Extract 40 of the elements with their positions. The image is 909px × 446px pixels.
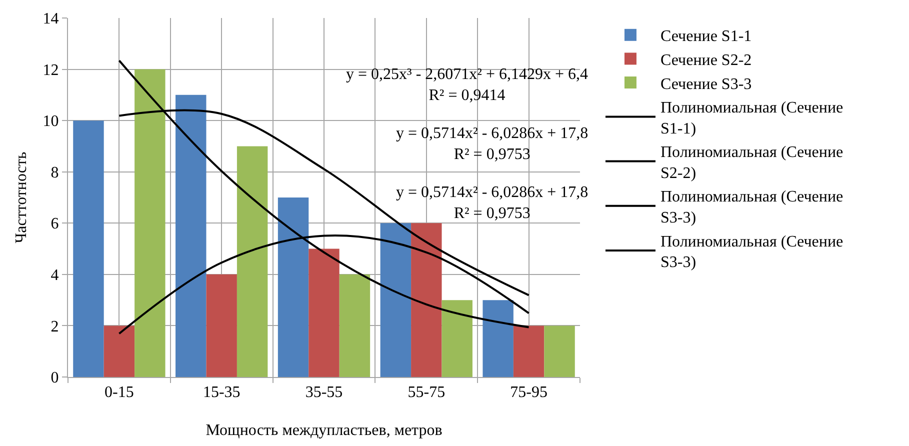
legend-label: Сечение S3-3: [660, 76, 752, 93]
y-tick-label: 6: [50, 216, 59, 233]
legend-label: Сечение S2-2: [660, 52, 752, 69]
y-tick-label: 12: [42, 62, 59, 79]
y-tick-label: 0: [50, 370, 59, 387]
annotation: y = 0,5714x² - 6,0286x + 17,8 R² = 0,9753: [396, 184, 588, 222]
legend-label: Сечение S1-1: [660, 28, 752, 46]
bar: [544, 326, 575, 377]
legend-label: Полиномиальная (Сечение S3-3): [660, 188, 844, 227]
y-tick-label: 4: [50, 267, 59, 284]
y-tick-label: 2: [50, 318, 59, 336]
bar: [308, 248, 340, 377]
annotation: y = 0,25x³ - 2,6071x² + 6,1429x + 6,4 R² = 0,9414: [346, 66, 588, 104]
bar: [513, 326, 544, 377]
bar: [134, 69, 166, 377]
bar: [380, 223, 412, 377]
bar: [104, 326, 135, 377]
y-tick-label: 10: [42, 113, 59, 130]
bar: [339, 274, 370, 377]
bar: [442, 300, 472, 377]
annotation: y = 0,5714x² - 6,0286x + 17,8 R² = 0,9753: [396, 125, 588, 163]
bar: [206, 274, 237, 377]
y-tick-label: 8: [50, 164, 59, 182]
x-tick-label: 75-95: [510, 384, 548, 402]
x-tick-label: 0-15: [104, 384, 134, 402]
x-tick-label: 35-55: [305, 384, 343, 402]
x-tick-label: 15-35: [202, 384, 240, 402]
legend-label: Полиномиальная (Сечение S3-3): [660, 233, 844, 272]
legend-label: Полиномиальная (Сечение S2-2): [660, 144, 844, 182]
bar: [176, 94, 206, 377]
x-axis-title: Мощность междупластьев, метров: [206, 422, 443, 439]
bar: [236, 146, 268, 377]
bar: [73, 120, 104, 377]
bar: [482, 300, 514, 377]
y-tick-label: 14: [42, 10, 59, 28]
legend-label: Полиномиальная (Сечение S1-1): [660, 100, 844, 138]
x-tick-label: 55-75: [408, 384, 446, 402]
y-axis-title: Часттотность: [13, 152, 30, 244]
bar: [278, 198, 309, 377]
bar: [411, 223, 442, 377]
